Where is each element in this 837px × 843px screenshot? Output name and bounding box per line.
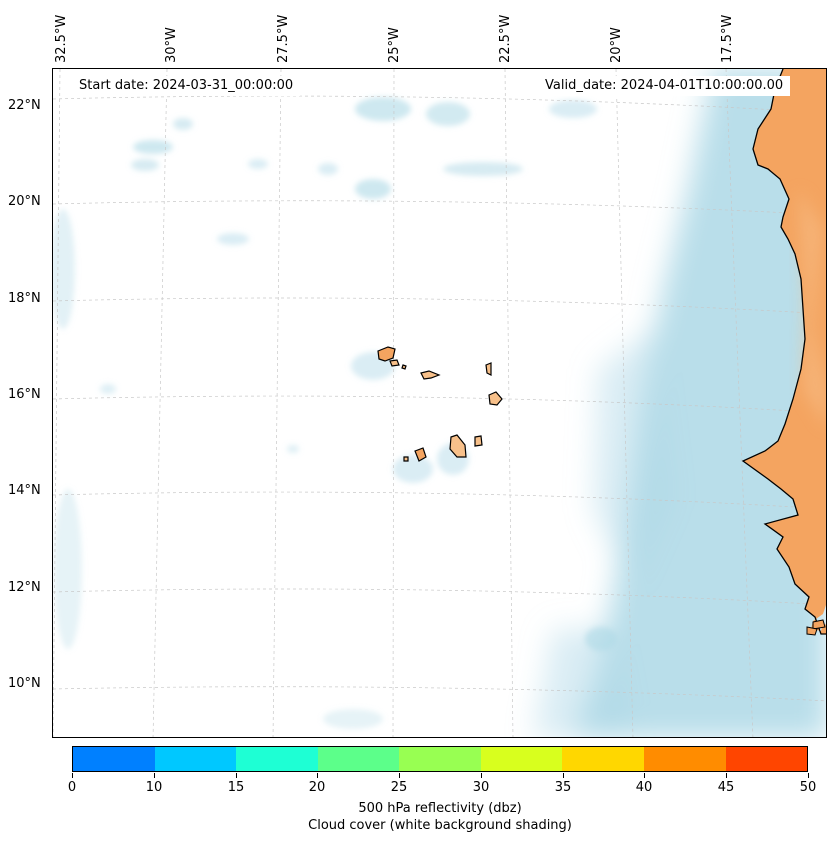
colorbar-tick-mark — [72, 773, 73, 778]
colorbar-segment — [317, 747, 400, 771]
colorbar-subtitle: Cloud cover (white background shading) — [308, 818, 572, 833]
lon-label-25w: 25°W — [387, 27, 402, 63]
colorbar-title: 500 hPa reflectivity (dbz) — [358, 801, 522, 816]
colorbar-segment — [399, 747, 481, 771]
lon-label-22-5w: 22.5°W — [498, 14, 513, 63]
colorbar-segment — [73, 747, 155, 771]
colorbar-tick-mark — [808, 773, 809, 778]
lat-label-14n: 14°N — [8, 483, 41, 498]
colorbar-tick-label: 45 — [717, 780, 735, 795]
colorbar-segment — [725, 747, 808, 771]
colorbar-tick-label: 35 — [554, 780, 572, 795]
lat-label-22n: 22°N — [8, 98, 41, 113]
colorbar-tick-mark — [236, 773, 237, 778]
colorbar-segment — [236, 747, 318, 771]
lon-label-30w: 30°W — [164, 27, 179, 63]
cloud-band-east — [533, 69, 826, 737]
africa-land — [741, 69, 826, 636]
colorbar-tick-mark — [726, 773, 727, 778]
lon-label-27-5w: 27.5°W — [276, 14, 291, 63]
cloud-cover-layer — [53, 69, 826, 737]
colorbar-tick-label: 15 — [227, 780, 245, 795]
colorbar-tick-label: 40 — [635, 780, 653, 795]
colorbar-tick-label: 0 — [67, 780, 77, 795]
colorbar-segment — [154, 747, 237, 771]
colorbar-tick-mark — [399, 773, 400, 778]
colorbar-tick-label: 30 — [472, 780, 490, 795]
colorbar — [72, 746, 808, 772]
cape-verde-islands — [377, 346, 503, 462]
lat-label-10n: 10°N — [8, 676, 41, 691]
graticule — [53, 69, 826, 737]
lat-label-16n: 16°N — [8, 387, 41, 402]
map-panel — [52, 68, 827, 738]
map-canvas — [53, 69, 826, 737]
cloud-patches — [53, 97, 617, 729]
lat-label-12n: 12°N — [8, 580, 41, 595]
colorbar-tick-mark — [317, 773, 318, 778]
colorbar-segment — [643, 747, 726, 771]
colorbar-tick-label: 25 — [390, 780, 408, 795]
colorbar-tick-mark — [154, 773, 155, 778]
colorbar-tick-mark — [481, 773, 482, 778]
lon-label-32-5w: 32.5°W — [54, 14, 69, 63]
lat-label-20n: 20°N — [8, 194, 41, 209]
colorbar-tick-label: 50 — [799, 780, 817, 795]
lon-label-17-5w: 17.5°W — [720, 14, 735, 63]
colorbar-segment — [562, 747, 644, 771]
colorbar-tick-mark — [563, 773, 564, 778]
start-date-label: Start date: 2024-03-31_00:00:00 — [72, 76, 301, 96]
colorbar-tick-label: 10 — [145, 780, 163, 795]
colorbar-segment — [480, 747, 563, 771]
valid-date-label: Valid_date: 2024-04-01T10:00:00.00 — [538, 76, 791, 96]
lat-label-18n: 18°N — [8, 291, 41, 306]
colorbar-tick-mark — [644, 773, 645, 778]
colorbar-tick-label: 20 — [308, 780, 326, 795]
lon-label-20w: 20°W — [609, 27, 624, 63]
